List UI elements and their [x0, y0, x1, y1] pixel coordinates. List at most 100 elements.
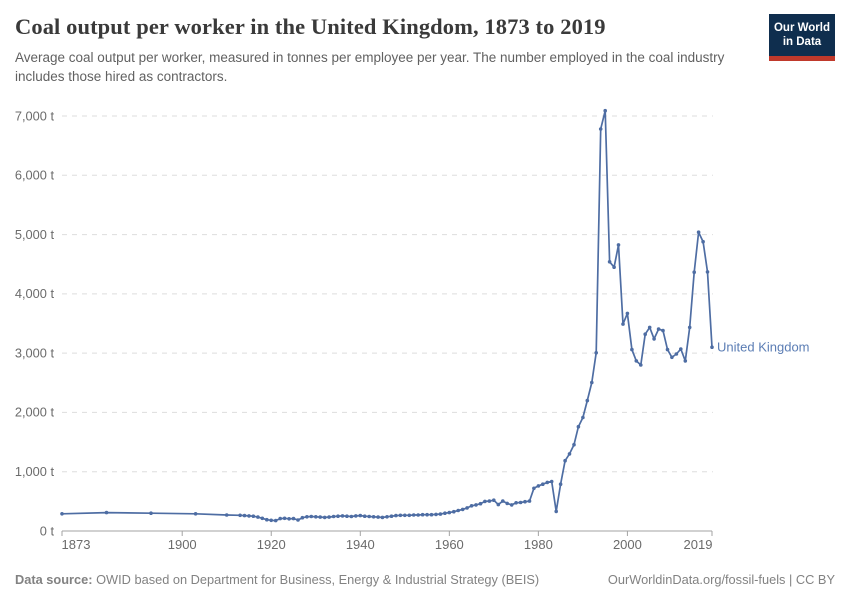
data-point	[483, 499, 487, 504]
series-points	[60, 108, 714, 523]
data-point	[656, 327, 661, 331]
data-point	[710, 345, 714, 349]
y-tick-label: 5,000 t	[15, 227, 55, 242]
data-point	[639, 363, 643, 367]
data-point	[260, 516, 265, 521]
data-point	[670, 355, 674, 360]
data-point	[514, 501, 518, 505]
data-point	[300, 515, 305, 520]
data-point	[647, 325, 652, 330]
owid-citation-link[interactable]: OurWorldinData.org/fossil-fuels | CC BY	[607, 572, 835, 587]
data-point	[452, 509, 456, 514]
data-point	[585, 398, 590, 403]
data-point	[527, 499, 532, 503]
data-point	[416, 513, 421, 517]
data-point	[407, 513, 412, 518]
data-point	[318, 515, 323, 519]
data-point	[411, 513, 416, 517]
data-point	[456, 508, 461, 513]
chart-canvas: 0 t 1,000 t 2,000 t 3,000 t 4,000 t 5,000 t 6,…	[15, 108, 810, 552]
x-tick-label: 1920	[257, 537, 286, 552]
data-point	[385, 515, 389, 519]
data-point	[345, 514, 349, 518]
data-point	[336, 514, 340, 518]
data-point	[496, 502, 501, 507]
data-point	[287, 517, 291, 521]
data-point	[331, 514, 336, 519]
data-point	[705, 270, 710, 274]
data-point	[532, 486, 536, 491]
data-point	[661, 328, 665, 333]
data-point	[394, 513, 398, 518]
x-axis-labels: 1873 1900 1920 1940 1960 1980 2000 2019	[62, 537, 713, 552]
owid-logo: Our World in Data	[769, 14, 835, 61]
data-point	[594, 351, 598, 355]
data-point	[545, 480, 550, 485]
data-point	[358, 513, 363, 518]
y-gridlines	[62, 115, 713, 532]
data-point	[371, 515, 376, 519]
chart-title: Coal output per worker in the United Kin…	[15, 14, 606, 39]
series-line	[61, 109, 713, 522]
x-axis-ticks	[61, 531, 713, 536]
data-point	[376, 515, 380, 519]
data-point	[403, 513, 407, 518]
data-point	[598, 127, 603, 131]
data-point	[327, 515, 331, 519]
owid-logo-line2: in Data	[782, 36, 822, 49]
data-point	[149, 511, 153, 515]
data-point	[273, 518, 278, 523]
y-tick-label: 7,000 t	[15, 108, 55, 123]
data-point	[340, 514, 345, 518]
x-tick-label: 2000	[613, 537, 642, 552]
data-point	[563, 458, 567, 463]
y-tick-label: 2,000 t	[15, 405, 55, 420]
data-point	[674, 352, 679, 356]
data-point	[224, 513, 229, 517]
data-point	[420, 512, 425, 517]
data-point	[322, 515, 327, 520]
data-point	[634, 359, 639, 363]
data-point	[687, 325, 692, 330]
chart-header: Coal output per worker in the United Kin…	[15, 14, 835, 86]
data-point	[429, 512, 434, 517]
data-point	[621, 322, 625, 326]
data-point	[314, 515, 318, 519]
data-point	[492, 498, 496, 503]
data-point	[251, 514, 256, 518]
data-point	[630, 347, 634, 352]
data-point	[616, 243, 621, 247]
y-tick-label: 1,000 t	[15, 464, 55, 479]
data-point	[487, 499, 492, 503]
y-tick-label: 0 t	[40, 523, 55, 538]
data-point	[474, 503, 478, 507]
data-point	[193, 512, 198, 516]
data-point	[104, 510, 109, 515]
y-tick-label: 6,000 t	[15, 168, 55, 183]
owid-logo-line1: Our World	[773, 22, 830, 34]
data-point	[309, 514, 314, 519]
x-tick-label: 1900	[168, 537, 197, 552]
data-point	[438, 512, 443, 516]
data-point	[554, 509, 558, 514]
data-source: Data source: OWID based on Department fo…	[15, 572, 539, 587]
chart-footer: Data source: OWID based on Department fo…	[15, 572, 835, 587]
data-point	[625, 311, 630, 316]
data-point	[291, 516, 296, 521]
data-point	[469, 504, 474, 508]
data-point	[523, 499, 527, 504]
chart-subtitle: Average coal output per worker, measured…	[15, 50, 725, 85]
data-point	[282, 516, 287, 521]
data-point	[509, 503, 514, 507]
x-tick-label: 1940	[346, 537, 375, 552]
data-point	[590, 380, 594, 385]
data-point	[305, 515, 309, 519]
data-point	[567, 452, 572, 456]
x-tick-label: 1960	[435, 537, 464, 552]
data-point	[296, 518, 300, 522]
data-source-label: Data source:	[15, 572, 93, 587]
data-point	[265, 517, 269, 522]
data-point	[425, 512, 429, 517]
data-point	[652, 337, 656, 341]
data-point	[558, 482, 563, 487]
